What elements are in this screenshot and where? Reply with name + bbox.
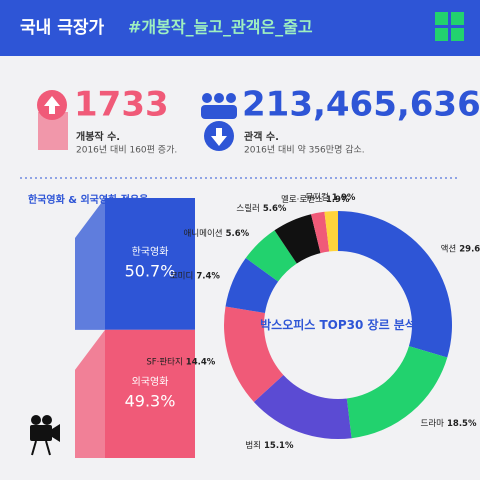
slice-value: 5.6% xyxy=(226,228,250,238)
slice-label: SF·판타지 14.4% xyxy=(146,357,215,367)
logo xyxy=(435,12,464,41)
donut-center-label: 박스오피스 TOP30 장르 분석 xyxy=(260,317,416,332)
donut-slice xyxy=(311,211,330,254)
stat-value: 213,465,636 xyxy=(242,85,480,125)
bar-segment xyxy=(105,329,195,458)
stat-value: 1733 xyxy=(74,85,169,125)
segment-name: 한국영화 xyxy=(132,246,169,258)
slice-label: 애니메이션 5.6% xyxy=(184,227,250,238)
slice-category: 드라마 xyxy=(421,418,445,428)
icon-audience xyxy=(201,93,237,151)
stat-label: 개봉작 수. xyxy=(76,130,120,143)
stat-note: 2016년 대비 160편 증가. xyxy=(76,144,177,156)
donut-slice xyxy=(338,211,452,358)
segment-value: 50.7% xyxy=(125,261,176,280)
slice-label: 드라마 18.5% xyxy=(421,418,477,428)
bar-side xyxy=(75,198,105,330)
slice-value: 5.6% xyxy=(263,203,287,213)
icon-release xyxy=(37,90,68,150)
camera-icon xyxy=(30,415,60,456)
bar-segment xyxy=(105,198,195,330)
donut-center-text: 박스오피스 TOP30 장르 분석 xyxy=(260,317,416,332)
donut-slice xyxy=(324,211,338,252)
header-title: 국내 극장가 xyxy=(20,18,104,38)
slice-category: 범죄 xyxy=(245,440,261,451)
donut-slice xyxy=(346,346,448,439)
slice-category: 멜로·로맨스 xyxy=(281,194,323,205)
slice-label: 코미디 7.4% xyxy=(170,271,221,281)
slice-category: 뮤지컬 xyxy=(305,193,328,203)
slice-label: 뮤지컬 1.9% xyxy=(305,193,356,203)
slice-category: 애니메이션 xyxy=(184,227,223,238)
header-band xyxy=(0,0,480,56)
header-hashtag: #개봉작_늘고_관객은_줄고 xyxy=(128,18,313,37)
slice-category: SF·판타지 xyxy=(146,357,182,367)
segment-value: 49.3% xyxy=(125,391,176,410)
slice-label: 멜로·로맨스 1.9% xyxy=(281,194,350,205)
slice-label: 범죄 15.1% xyxy=(245,440,294,451)
donut-slice xyxy=(253,374,352,440)
bar-side xyxy=(75,329,105,458)
stat-note: 2016년 대비 약 356만명 감소. xyxy=(244,144,365,156)
donut-slice xyxy=(224,306,284,402)
slice-value: 18.5% xyxy=(447,418,477,428)
slice-value: 1.9% xyxy=(326,195,350,205)
slice-value: 7.4% xyxy=(196,271,220,281)
segment-name: 외국영화 xyxy=(132,376,169,388)
stat-label: 관객 수. xyxy=(244,130,279,143)
slice-value: 15.1% xyxy=(264,441,294,451)
slice-value: 1.9% xyxy=(332,193,356,203)
donut-slice xyxy=(225,257,279,313)
donut-slice xyxy=(245,230,297,282)
slice-category: 스릴러 xyxy=(236,202,259,213)
donut-slice xyxy=(274,214,321,264)
slice-value: 29.6% xyxy=(459,244,480,254)
slice-label: 스릴러 5.6% xyxy=(236,202,287,213)
slice-category: 코미디 xyxy=(170,271,193,281)
slice-category: 액션 xyxy=(441,243,457,254)
slice-value: 14.4% xyxy=(186,357,216,367)
